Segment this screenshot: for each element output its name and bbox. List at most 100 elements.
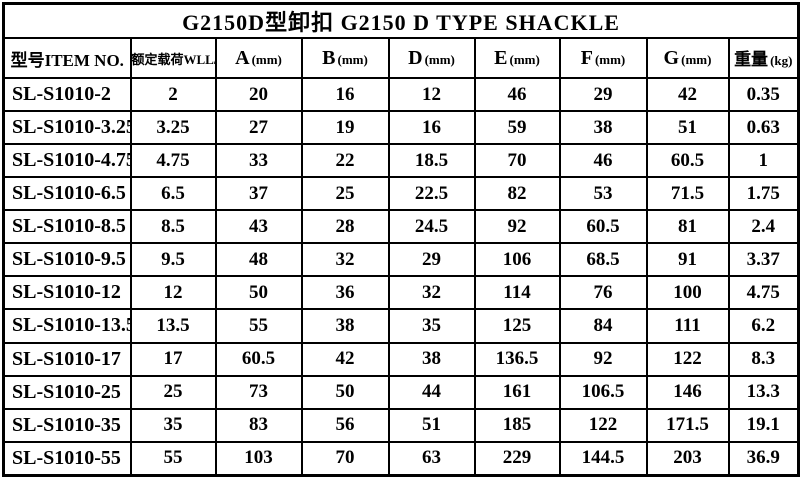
table-row: SL-S1010-4.75 4.75 33 22 18.5 70 46 60.5 1 — [2, 143, 800, 179]
value-cell-g: 100 — [645, 275, 730, 311]
value-cell-a: 33 — [214, 143, 303, 179]
value-cell-weight: 19.1 — [727, 407, 800, 443]
value-cell-f: 29 — [558, 76, 648, 113]
value-cell-e: 46 — [473, 76, 561, 113]
table-title: G2150D型卸扣 G2150 D TYPE SHACKLE — [2, 2, 800, 39]
column-label: E — [494, 46, 508, 69]
value-cell-a: 103 — [214, 440, 303, 477]
value-cell-g: 171.5 — [645, 407, 730, 443]
column-header-wll: 额定载荷WLL/T — [129, 37, 217, 79]
value-cell-d: 16 — [387, 110, 476, 146]
value-cell-f: 68.5 — [558, 242, 648, 278]
value-cell-d: 38 — [387, 341, 476, 377]
column-unit: (mm) — [681, 51, 712, 67]
value-cell-weight: 0.63 — [727, 110, 800, 146]
value-cell-wll: 3.25 — [129, 110, 217, 146]
value-cell-g: 122 — [645, 341, 730, 377]
value-cell-b: 38 — [300, 308, 390, 344]
value-cell-a: 55 — [214, 308, 303, 344]
table-row: SL-S1010-8.5 8.5 43 28 24.5 92 60.5 81 2.4 — [2, 209, 800, 245]
value-cell-weight: 2.4 — [727, 209, 800, 245]
value-cell-wll: 6.5 — [129, 176, 217, 212]
column-unit: (kg) — [770, 53, 793, 68]
value-cell-wll: 12 — [129, 275, 217, 311]
table-row: SL-S1010-55 55 103 70 63 229 144.5 203 36.9 — [2, 440, 800, 477]
value-cell-g: 71.5 — [645, 176, 730, 212]
value-cell-wll: 8.5 — [129, 209, 217, 245]
value-cell-weight: 1 — [727, 143, 800, 179]
item-no-cell: SL-S1010-35 — [2, 407, 132, 443]
column-unit: (mm) — [594, 51, 626, 67]
value-cell-d: 35 — [387, 308, 476, 344]
item-no-cell: SL-S1010-3.25 — [2, 110, 132, 146]
value-cell-a: 27 — [214, 110, 303, 146]
table-row: SL-S1010-35 35 83 56 51 185 122 171.5 19.1 — [2, 407, 800, 443]
table-body: SL-S1010-2 2 20 16 12 46 29 42 0.35 SL-S1010-3.25… — [2, 76, 800, 477]
value-cell-e: 70 — [473, 143, 561, 179]
value-cell-wll: 55 — [129, 440, 217, 477]
value-cell-wll: 17 — [129, 341, 217, 377]
column-header-e: E (mm) — [473, 37, 561, 79]
value-cell-b: 19 — [300, 110, 390, 146]
column-unit: (mm) — [251, 51, 282, 67]
value-cell-b: 32 — [300, 242, 390, 278]
value-cell-g: 111 — [645, 308, 730, 344]
table-row: SL-S1010-6.5 6.5 37 25 22.5 82 53 71.5 1.75 — [2, 176, 800, 212]
column-unit: (mm) — [424, 51, 455, 67]
value-cell-e: 114 — [473, 275, 561, 311]
item-no-cell: SL-S1010-12 — [2, 275, 132, 311]
value-cell-e: 106 — [473, 242, 561, 278]
table-row: SL-S1010-9.5 9.5 48 32 29 106 68.5 91 3.37 — [2, 242, 800, 278]
value-cell-weight: 4.75 — [727, 275, 800, 311]
value-cell-wll: 4.75 — [129, 143, 217, 179]
value-cell-g: 42 — [645, 76, 730, 113]
column-label: F — [580, 46, 593, 69]
value-cell-a: 20 — [214, 76, 303, 113]
value-cell-e: 185 — [473, 407, 561, 443]
item-no-cell: SL-S1010-9.5 — [2, 242, 132, 278]
value-cell-wll: 2 — [129, 76, 217, 113]
value-cell-d: 29 — [387, 242, 476, 278]
item-no-cell: SL-S1010-55 — [2, 440, 132, 477]
value-cell-wll: 9.5 — [129, 242, 217, 278]
value-cell-weight: 36.9 — [727, 440, 800, 477]
value-cell-b: 50 — [300, 374, 390, 410]
value-cell-e: 82 — [473, 176, 561, 212]
value-cell-d: 24.5 — [387, 209, 476, 245]
value-cell-e: 136.5 — [473, 341, 561, 377]
column-label: 重量 — [734, 50, 769, 69]
value-cell-a: 73 — [214, 374, 303, 410]
value-cell-g: 51 — [645, 110, 730, 146]
column-unit: (mm) — [337, 51, 368, 67]
value-cell-d: 22.5 — [387, 176, 476, 212]
value-cell-f: 122 — [558, 407, 648, 443]
item-no-cell: SL-S1010-25 — [2, 374, 132, 410]
item-no-cell: SL-S1010-4.75 — [2, 143, 132, 179]
value-cell-b: 25 — [300, 176, 390, 212]
table-title-row: G2150D型卸扣 G2150 D TYPE SHACKLE — [2, 2, 800, 39]
value-cell-a: 50 — [214, 275, 303, 311]
column-header-d: D (mm) — [387, 37, 476, 79]
value-cell-f: 84 — [558, 308, 648, 344]
column-header-f: F (mm) — [558, 37, 648, 79]
table-row: SL-S1010-3.25 3.25 27 19 16 59 38 51 0.63 — [2, 110, 800, 146]
column-label: G — [663, 46, 680, 69]
value-cell-d: 12 — [387, 76, 476, 113]
value-cell-a: 43 — [214, 209, 303, 245]
value-cell-a: 37 — [214, 176, 303, 212]
column-header-weight: 重量 (kg) — [727, 37, 800, 79]
value-cell-e: 229 — [473, 440, 561, 477]
table-row: SL-S1010-25 25 73 50 44 161 106.5 146 13.3 — [2, 374, 800, 410]
value-cell-e: 59 — [473, 110, 561, 146]
value-cell-b: 42 — [300, 341, 390, 377]
column-header-item-no: 型号ITEM NO. — [2, 37, 132, 79]
value-cell-d: 63 — [387, 440, 476, 477]
value-cell-f: 53 — [558, 176, 648, 212]
value-cell-f: 76 — [558, 275, 648, 311]
column-header-b: B (mm) — [300, 37, 390, 79]
value-cell-e: 92 — [473, 209, 561, 245]
value-cell-b: 22 — [300, 143, 390, 179]
item-no-cell: SL-S1010-13.5 — [2, 308, 132, 344]
column-label: B — [322, 46, 336, 69]
